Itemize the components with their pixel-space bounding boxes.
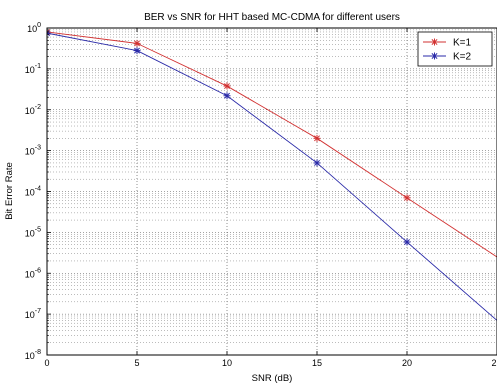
series-layer [47,28,497,321]
legend-marker [431,38,438,46]
series-line-K=1 [47,31,497,258]
data-point-K=2 [223,92,231,100]
x-axis-label: SNR (dB) [252,373,293,383]
y-tick-label: 10-6 [25,267,41,279]
data-point-K=1 [313,134,321,142]
series-line-K=2 [47,32,497,321]
data-point-K=1 [403,194,411,202]
x-tick-label: 10 [222,358,232,368]
data-point-K=2 [133,47,141,55]
data-point-K=2 [403,238,411,246]
x-tick-label: 15 [312,358,322,368]
legend-label: K=1 [453,38,472,49]
x-tick-label: 0 [44,358,49,368]
ticks [46,27,497,356]
y-tick-label: 100 [27,22,41,34]
data-point-K=2 [47,29,51,37]
legend: K=1K=2 [417,31,493,67]
y-tick-label: 10-8 [25,349,41,361]
y-tick-label: 10-2 [25,104,41,116]
x-tick-label: 5 [134,358,139,368]
data-point-K=2 [313,159,321,167]
y-tick-label: 10-5 [25,226,41,238]
x-tick-labels: 0 5 10 15 20 2 [44,358,496,368]
grid [47,28,497,355]
x-tick-label: 2 [491,358,496,368]
legend-marker [431,52,438,60]
data-point-K=1 [133,39,141,47]
legend-label: K=2 [453,52,472,63]
y-tick-label: 10-3 [25,145,41,157]
x-tick-label: 20 [402,358,412,368]
chart-title: BER vs SNR for HHT based MC-CDMA for dif… [144,12,400,23]
y-tick-labels: 10-8 10-7 10-6 10-5 10-4 10-3 10-2 10-1 100 [25,22,41,361]
y-axis-label: Bit Error Rate [4,162,15,220]
y-tick-label: 10-7 [25,308,41,320]
legend-box [417,31,493,67]
y-tick-label: 10-4 [25,186,41,198]
y-tick-label: 10-1 [25,63,41,75]
data-point-K=1 [223,82,231,90]
